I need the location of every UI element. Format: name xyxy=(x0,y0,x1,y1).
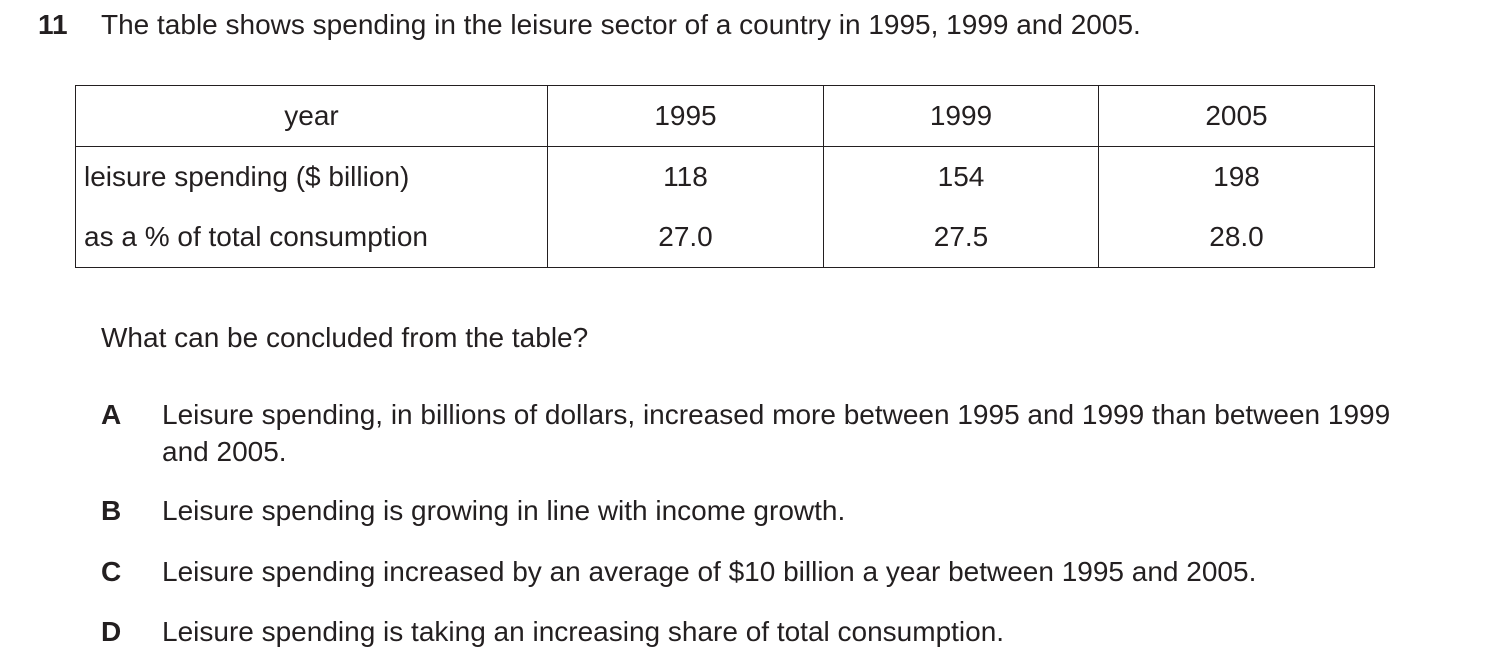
cell-percent-1995: 27.0 xyxy=(547,207,824,268)
table-row-spending: leisure spending ($ billion) 118 154 198 xyxy=(75,146,1375,207)
cell-percent-1999: 27.5 xyxy=(823,207,1099,268)
leisure-spending-table: year 1995 1999 2005 leisure spending ($ … xyxy=(75,85,1375,268)
option-b-letter: B xyxy=(101,495,122,526)
question-prompt: What can be concluded from the table? xyxy=(101,322,589,353)
header-year-1999: 1999 xyxy=(823,85,1099,147)
option-a-letter: A xyxy=(101,399,122,430)
header-year-1995: 1995 xyxy=(547,85,824,147)
header-year-2005: 2005 xyxy=(1098,85,1375,147)
row-label-spending: leisure spending ($ billion) xyxy=(75,146,548,207)
question-stem: The table shows spending in the leisure … xyxy=(101,9,1141,40)
table-header-row: year 1995 1999 2005 xyxy=(75,85,1375,147)
cell-spending-2005: 198 xyxy=(1098,146,1375,207)
option-a-text: Leisure spending, in billions of dollars… xyxy=(162,399,1391,467)
option-d-text: Leisure spending is taking an increasing… xyxy=(162,616,1005,647)
question-number: 11 xyxy=(38,9,68,40)
cell-spending-1995: 118 xyxy=(547,146,824,207)
table-row-percent: as a % of total consumption 27.0 27.5 28… xyxy=(75,207,1375,268)
option-d-letter: D xyxy=(101,616,122,647)
option-c-text: Leisure spending increased by an average… xyxy=(162,556,1257,587)
cell-percent-2005: 28.0 xyxy=(1098,207,1375,268)
cell-spending-1999: 154 xyxy=(823,146,1099,207)
option-c-letter: C xyxy=(101,556,122,587)
option-b-text: Leisure spending is growing in line with… xyxy=(162,495,846,526)
header-year-label: year xyxy=(75,85,548,147)
row-label-percent: as a % of total consumption xyxy=(75,207,548,268)
